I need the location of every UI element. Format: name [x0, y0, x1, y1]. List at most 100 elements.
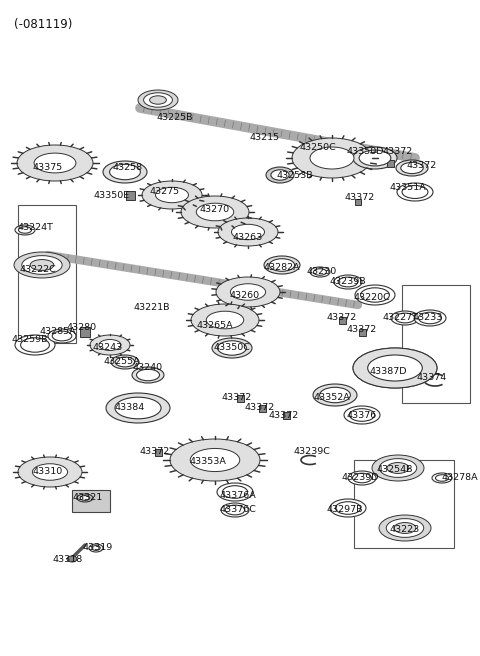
Text: 43372: 43372	[269, 411, 299, 419]
Ellipse shape	[348, 471, 376, 485]
Text: 43374: 43374	[417, 373, 447, 382]
Ellipse shape	[379, 515, 431, 541]
Text: 43376: 43376	[347, 411, 377, 419]
Text: 43372: 43372	[222, 394, 252, 403]
Ellipse shape	[435, 475, 448, 482]
Text: 43239D: 43239D	[341, 474, 379, 483]
Ellipse shape	[19, 227, 32, 234]
Text: 43319: 43319	[83, 544, 113, 552]
Text: 43387D: 43387D	[369, 367, 407, 377]
Text: 43297B: 43297B	[327, 506, 363, 514]
Ellipse shape	[52, 331, 72, 341]
Ellipse shape	[397, 183, 433, 201]
Text: 43220C: 43220C	[354, 293, 390, 302]
Ellipse shape	[92, 546, 100, 550]
Ellipse shape	[395, 313, 415, 323]
Ellipse shape	[99, 340, 121, 350]
Text: 43375: 43375	[33, 163, 63, 173]
Ellipse shape	[222, 485, 248, 499]
Text: 43263: 43263	[233, 234, 263, 243]
Ellipse shape	[34, 153, 76, 173]
Text: 43258: 43258	[113, 163, 143, 173]
Ellipse shape	[17, 145, 93, 181]
Text: 43350D: 43350D	[346, 148, 384, 157]
Ellipse shape	[132, 367, 164, 383]
Text: 43239B: 43239B	[330, 277, 366, 287]
Ellipse shape	[156, 188, 189, 203]
Ellipse shape	[355, 285, 395, 305]
Text: 43265A: 43265A	[197, 321, 233, 329]
Ellipse shape	[77, 494, 93, 502]
Text: 43321: 43321	[73, 493, 103, 502]
Ellipse shape	[206, 311, 244, 329]
Ellipse shape	[269, 258, 295, 272]
Text: 43372: 43372	[345, 194, 375, 203]
Ellipse shape	[349, 409, 374, 421]
Ellipse shape	[391, 311, 419, 325]
Ellipse shape	[310, 267, 330, 277]
Text: 43222C: 43222C	[20, 266, 56, 274]
Ellipse shape	[231, 224, 264, 239]
Ellipse shape	[432, 473, 452, 483]
Ellipse shape	[18, 457, 82, 487]
Ellipse shape	[196, 203, 234, 221]
Ellipse shape	[22, 256, 62, 274]
Text: 43282A: 43282A	[264, 264, 300, 272]
Bar	[259, 405, 265, 411]
Ellipse shape	[402, 186, 428, 199]
Ellipse shape	[266, 167, 294, 183]
Text: 43376A: 43376A	[220, 491, 256, 499]
Ellipse shape	[21, 338, 49, 352]
Ellipse shape	[338, 277, 358, 287]
Ellipse shape	[216, 277, 280, 307]
Ellipse shape	[32, 464, 68, 480]
Text: 43350C: 43350C	[214, 344, 251, 352]
Text: 43372: 43372	[245, 403, 275, 413]
Text: 43223: 43223	[390, 525, 420, 535]
Text: 43350E: 43350E	[94, 192, 130, 201]
Ellipse shape	[150, 96, 167, 104]
Ellipse shape	[352, 473, 372, 483]
Text: 43376C: 43376C	[219, 506, 256, 514]
Ellipse shape	[353, 348, 437, 388]
Ellipse shape	[379, 459, 417, 478]
Ellipse shape	[264, 256, 300, 274]
Ellipse shape	[111, 355, 139, 369]
Ellipse shape	[67, 556, 77, 562]
Ellipse shape	[138, 90, 178, 110]
Ellipse shape	[136, 369, 159, 380]
Text: 43259B: 43259B	[12, 335, 48, 344]
Ellipse shape	[109, 164, 140, 180]
Ellipse shape	[142, 181, 202, 209]
Text: 43270: 43270	[200, 205, 230, 215]
Ellipse shape	[353, 147, 397, 169]
Text: 43255A: 43255A	[104, 358, 140, 367]
Ellipse shape	[344, 406, 380, 424]
Bar	[72, 490, 110, 512]
Bar	[18, 205, 76, 343]
Bar	[402, 285, 470, 403]
Bar	[283, 411, 289, 419]
Ellipse shape	[320, 387, 350, 403]
Bar	[80, 327, 90, 337]
Ellipse shape	[313, 384, 357, 406]
Ellipse shape	[368, 355, 422, 381]
Text: 43280: 43280	[67, 323, 97, 333]
Text: 43260: 43260	[230, 291, 260, 300]
Text: 43221B: 43221B	[134, 304, 170, 312]
Text: 43215: 43215	[250, 134, 280, 142]
Ellipse shape	[218, 218, 278, 246]
Text: 43240: 43240	[133, 363, 163, 373]
Ellipse shape	[115, 357, 135, 367]
Bar	[386, 159, 394, 167]
Ellipse shape	[414, 310, 446, 326]
Text: 43239C: 43239C	[294, 447, 330, 457]
Text: 43227T: 43227T	[382, 314, 418, 323]
Text: 43250C: 43250C	[300, 144, 336, 152]
Ellipse shape	[419, 312, 442, 324]
Ellipse shape	[90, 335, 130, 355]
Ellipse shape	[394, 523, 416, 533]
Ellipse shape	[212, 338, 252, 358]
Ellipse shape	[401, 163, 423, 174]
Ellipse shape	[217, 341, 246, 355]
